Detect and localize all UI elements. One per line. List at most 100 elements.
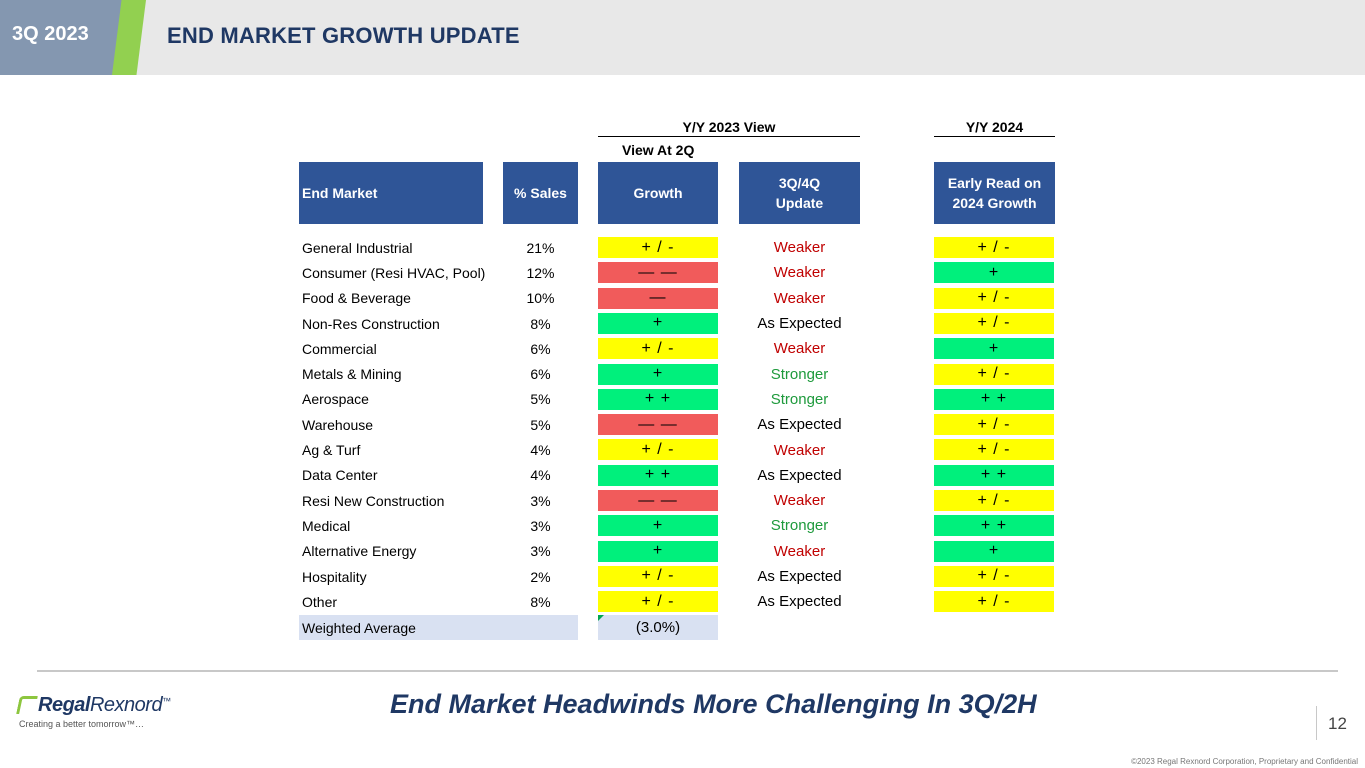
table-row: Warehouse 5% — — As Expected + / -: [0, 412, 1365, 437]
copyright: ©2023 Regal Rexnord Corporation, Proprie…: [1131, 757, 1358, 766]
early-read-badge: +: [934, 338, 1054, 360]
col-header-update-line1: 3Q/4Q: [778, 175, 821, 191]
sales-percent: 3%: [530, 543, 551, 560]
tagline: End Market Headwinds More Challenging In…: [390, 689, 1037, 719]
early-read-badge: + / -: [934, 414, 1054, 436]
growth-badge: +: [598, 363, 718, 385]
col-header-sales-label: % Sales: [514, 185, 567, 201]
growth-badge: + / -: [598, 591, 718, 613]
table-row: Food & Beverage 10% — Weaker + / -: [0, 286, 1365, 311]
table-row: Resi New Construction 3% — — Weaker + / -: [0, 488, 1365, 513]
sales-percent: 3%: [530, 492, 551, 509]
col-header-update-line2: Update: [775, 195, 824, 211]
table-row: Other 8% + / - As Expected + / -: [0, 589, 1365, 614]
update-status: Stronger: [770, 517, 829, 535]
update-status: As Expected: [757, 315, 842, 333]
table-row: Ag & Turf 4% + / - Weaker + / -: [0, 437, 1365, 462]
early-read-badge: + / -: [934, 490, 1054, 511]
early-read-badge: + +: [934, 464, 1054, 486]
early-read-badge: + +: [934, 388, 1054, 410]
weighted-average-value: (3.0%): [598, 615, 718, 640]
update-status: As Expected: [757, 568, 842, 586]
early-read-badge: + / -: [934, 363, 1054, 385]
end-market-name: Resi New Construction: [302, 492, 445, 509]
table-row: Commercial 6% + / - Weaker +: [0, 336, 1365, 361]
table-row: Medical 3% + Stronger + +: [0, 513, 1365, 538]
group-header-2023: Y/Y 2023 View: [598, 119, 860, 137]
table-row: Data Center 4% + + As Expected + +: [0, 463, 1365, 488]
update-status: Weaker: [773, 340, 826, 358]
end-market-name: Ag & Turf: [302, 442, 361, 459]
early-read-badge: + +: [934, 515, 1054, 537]
table-row: Consumer (Resi HVAC, Pool) 12% — — Weaker +: [0, 260, 1365, 285]
group-header-2024: Y/Y 2024: [934, 119, 1055, 137]
sales-percent: 5%: [530, 391, 551, 408]
col-header-update: 3Q/4Q Update: [739, 162, 860, 224]
page-number: 12: [1328, 714, 1347, 733]
sales-percent: 6%: [530, 340, 551, 357]
growth-badge: — —: [598, 262, 718, 284]
end-market-name: Medical: [302, 517, 351, 534]
early-read-badge: + / -: [934, 287, 1054, 309]
sales-percent: 21%: [526, 239, 555, 256]
end-market-name: General Industrial: [302, 239, 413, 256]
logo-mark-icon: [16, 696, 38, 714]
early-read-badge: + / -: [934, 237, 1054, 258]
growth-badge: + / -: [598, 565, 718, 587]
growth-badge: +: [598, 540, 718, 562]
logo-tagline: Creating a better tomorrow™…: [19, 719, 145, 729]
sales-percent: 4%: [530, 442, 551, 459]
logo-text-rexnord: Rexnord: [89, 693, 163, 716]
growth-badge: + / -: [598, 338, 718, 360]
growth-badge: +: [598, 312, 718, 334]
growth-badge: —: [598, 287, 718, 309]
growth-badge: + / -: [598, 237, 718, 258]
growth-badge: — —: [598, 490, 718, 511]
table-row: Alternative Energy 3% + Weaker +: [0, 539, 1365, 564]
sales-percent: 5%: [530, 416, 551, 433]
sales-percent: 8%: [530, 315, 551, 332]
end-market-name: Non-Res Construction: [302, 315, 440, 332]
comment-marker-icon: [598, 615, 604, 621]
end-market-name: Commercial: [302, 340, 377, 357]
table-row: Metals & Mining 6% + Stronger + / -: [0, 362, 1365, 387]
update-status: Weaker: [773, 542, 826, 560]
col-header-end-market: End Market: [299, 162, 483, 224]
update-status: Weaker: [773, 441, 826, 459]
table-row: General Industrial 21% + / - Weaker + / -: [0, 235, 1365, 260]
col-header-early-read: Early Read on 2024 Growth: [934, 162, 1055, 224]
table-row: Aerospace 5% + + Stronger + +: [0, 387, 1365, 412]
growth-badge: +: [598, 515, 718, 537]
footer-divider: [37, 670, 1338, 672]
update-status: Stronger: [770, 365, 829, 383]
update-status: Weaker: [773, 264, 826, 282]
logo-text-regal: Regal: [38, 693, 90, 716]
col-header-growth: Growth: [598, 162, 718, 224]
company-logo: Regal Rexnord ™: [16, 693, 172, 716]
header-bar: [0, 0, 1365, 75]
col-header-end-market-label: End Market: [302, 185, 378, 201]
view-at-2q-label: View At 2Q: [622, 142, 695, 158]
end-market-name: Hospitality: [302, 568, 367, 585]
table-row: Hospitality 2% + / - As Expected + / -: [0, 564, 1365, 589]
logo-trademark: ™: [162, 696, 172, 706]
sales-percent: 2%: [530, 568, 551, 585]
quarter-box: 3Q 2023: [0, 0, 122, 75]
col-header-growth-label: Growth: [633, 185, 683, 201]
col-header-early-line2: 2024 Growth: [952, 195, 1037, 211]
page-number-divider: [1316, 706, 1317, 740]
update-status: Weaker: [773, 492, 826, 510]
end-market-name: Consumer (Resi HVAC, Pool): [302, 264, 486, 281]
sales-percent: 3%: [530, 517, 551, 534]
early-read-badge: + / -: [934, 565, 1054, 587]
col-header-sales: % Sales: [503, 162, 578, 224]
update-status: Weaker: [773, 239, 826, 257]
update-status: As Expected: [757, 466, 842, 484]
end-market-name: Food & Beverage: [302, 290, 411, 307]
end-market-name: Warehouse: [302, 416, 374, 433]
sales-percent: 10%: [526, 290, 555, 307]
early-read-badge: + / -: [934, 312, 1054, 334]
early-read-badge: +: [934, 540, 1054, 562]
growth-badge: — —: [598, 414, 718, 436]
end-market-name: Other: [302, 593, 338, 610]
